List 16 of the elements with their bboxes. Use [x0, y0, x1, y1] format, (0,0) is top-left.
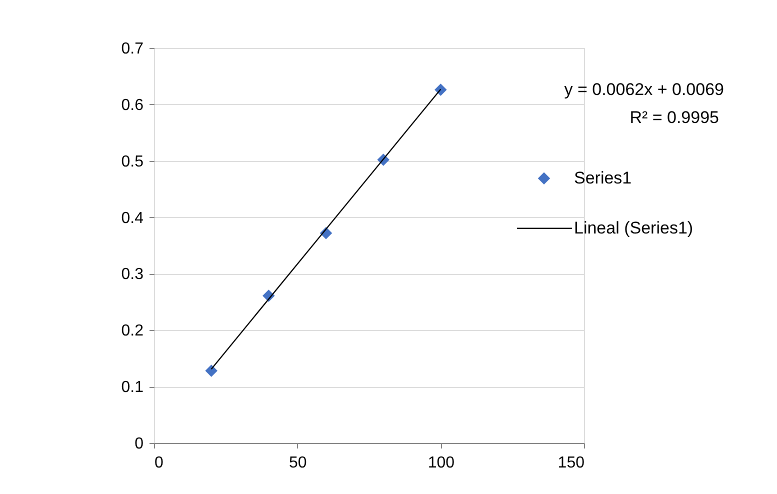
y-tick-label: 0.4 — [121, 210, 144, 227]
x-tick-label: 50 — [288, 454, 307, 472]
x-tick-label: 0 — [154, 454, 164, 472]
y-tick-label: 0.3 — [121, 266, 144, 284]
y-tick-label: 0 — [134, 436, 144, 452]
legend-label: Series1 — [574, 168, 632, 188]
x-tick-label: 100 — [428, 454, 455, 472]
y-tick-label: 0.1 — [121, 379, 144, 396]
y-tick-label: 0.5 — [121, 153, 144, 170]
text: R² = 0.9995 — [630, 108, 719, 127]
y-tick-label: 0.6 — [121, 96, 144, 114]
legend-label: Lineal (Series1) — [574, 218, 694, 238]
x-tick-label: 150 — [558, 454, 585, 472]
y-tick-label: 0.7 — [121, 40, 144, 58]
annotation: y = 0.0062x + 0.0069 — [564, 80, 724, 99]
y-tick-label: 0.2 — [121, 322, 144, 340]
